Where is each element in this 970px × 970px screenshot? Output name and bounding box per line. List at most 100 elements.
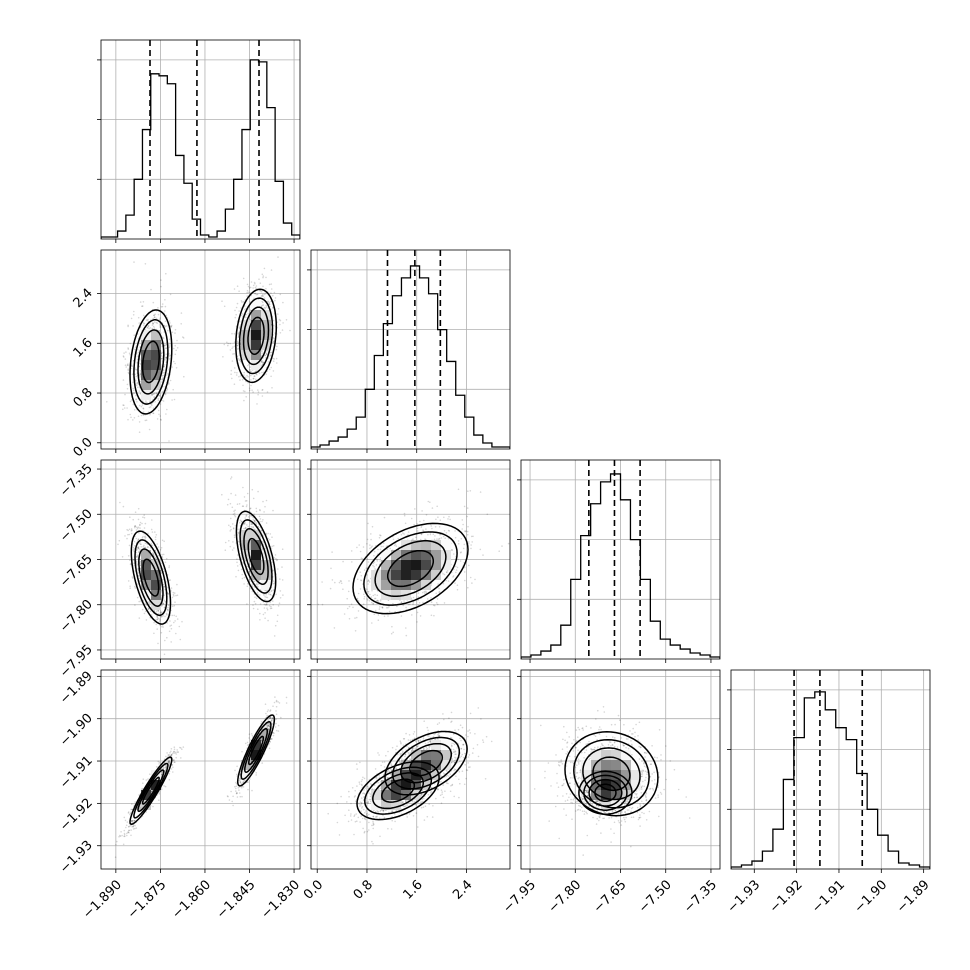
- sample-point: [229, 502, 232, 505]
- sample-point: [264, 307, 267, 310]
- sample-point: [137, 526, 140, 529]
- sample-point: [250, 515, 252, 517]
- sample-point: [432, 533, 435, 536]
- density-cell: [391, 590, 401, 600]
- sample-point: [169, 322, 171, 324]
- sample-point: [403, 600, 405, 602]
- sample-point: [142, 407, 144, 410]
- sample-point: [142, 314, 145, 317]
- sample-point: [246, 283, 249, 286]
- sample-point: [367, 590, 369, 593]
- sample-point: [221, 300, 223, 303]
- sample-point: [392, 602, 394, 605]
- sample-point: [264, 617, 266, 619]
- sample-point: [160, 357, 163, 360]
- sample-point: [138, 421, 141, 423]
- sample-point: [156, 543, 158, 545]
- contour-line: [235, 288, 278, 384]
- sample-point: [154, 538, 157, 541]
- sample-point: [168, 566, 170, 569]
- sample-point: [279, 323, 281, 326]
- sample-point: [360, 574, 363, 577]
- sample-point: [138, 322, 140, 324]
- sample-point: [173, 398, 176, 401]
- sample-point: [137, 538, 140, 541]
- sample-point: [180, 312, 183, 314]
- sample-point: [167, 373, 169, 375]
- sample-point: [247, 291, 250, 294]
- sample-point: [135, 529, 138, 531]
- sample-point: [165, 374, 168, 376]
- sample-point: [176, 339, 178, 342]
- sample-point: [231, 360, 234, 362]
- sample-point: [237, 540, 240, 543]
- sample-point: [425, 514, 428, 516]
- sample-point: [247, 376, 249, 378]
- sample-point: [271, 600, 274, 602]
- sample-point: [137, 547, 140, 550]
- sample-point: [170, 324, 173, 327]
- sample-point: [129, 353, 131, 356]
- sample-point: [443, 573, 446, 576]
- sample-point: [137, 546, 140, 548]
- sample-point: [427, 533, 429, 536]
- sample-point: [445, 571, 448, 573]
- sample-point: [456, 566, 459, 569]
- sample-point: [416, 621, 418, 623]
- sample-point: [118, 539, 121, 542]
- sample-point: [155, 392, 158, 395]
- sample-point: [127, 368, 129, 371]
- sample-point: [135, 375, 137, 378]
- sample-point: [426, 598, 429, 600]
- sample-point: [151, 404, 153, 407]
- sample-point: [257, 593, 259, 596]
- sample-point: [340, 580, 343, 582]
- sample-point: [163, 364, 166, 366]
- sample-point: [253, 580, 256, 583]
- sample-point: [232, 346, 234, 348]
- sample-point: [148, 327, 150, 330]
- sample-point: [152, 322, 154, 325]
- sample-point: [173, 621, 175, 624]
- density-cell: [151, 350, 161, 360]
- sample-point: [151, 531, 154, 533]
- sample-point: [246, 295, 248, 297]
- sample-point: [151, 519, 153, 521]
- sample-point: [425, 528, 427, 530]
- sample-point: [159, 611, 162, 614]
- sample-point: [140, 543, 142, 546]
- sample-point: [438, 537, 441, 540]
- sample-point: [130, 399, 133, 401]
- sample-point: [233, 367, 236, 369]
- sample-point: [367, 561, 370, 563]
- sample-point: [148, 406, 151, 409]
- sample-point: [257, 298, 260, 301]
- sample-point: [366, 588, 368, 590]
- sample-point: [456, 588, 459, 591]
- sample-point: [132, 381, 134, 384]
- sample-point: [343, 613, 346, 615]
- sample-point: [160, 285, 162, 288]
- sample-point: [261, 388, 264, 391]
- panel-2-1: [307, 459, 511, 663]
- sample-point: [256, 585, 258, 587]
- sample-point: [373, 561, 376, 563]
- sample-point: [156, 618, 158, 621]
- sample-point: [346, 597, 349, 600]
- sample-point: [255, 293, 258, 296]
- sample-point: [333, 627, 336, 629]
- sample-point: [167, 383, 170, 385]
- sample-point: [394, 611, 397, 613]
- sample-point: [246, 289, 249, 292]
- sample-point: [128, 533, 131, 536]
- sample-point: [264, 505, 266, 508]
- sample-point: [269, 601, 271, 604]
- sample-point: [137, 351, 140, 354]
- sample-point: [159, 324, 161, 327]
- sample-point: [171, 605, 174, 607]
- sample-point: [363, 593, 365, 596]
- sample-point: [238, 375, 240, 378]
- sample-point: [164, 615, 166, 618]
- density-cell: [141, 340, 151, 350]
- sample-point: [338, 581, 341, 584]
